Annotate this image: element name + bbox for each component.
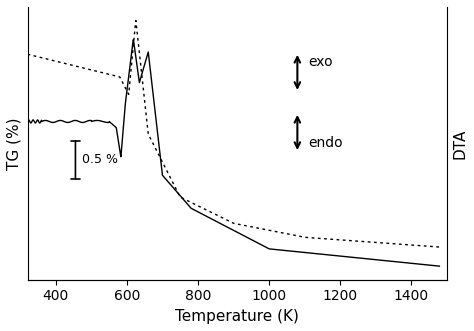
Y-axis label: TG (%): TG (%) — [7, 117, 22, 169]
Text: endo: endo — [308, 136, 343, 150]
Text: 0.5 %: 0.5 % — [82, 153, 118, 166]
X-axis label: Temperature (K): Temperature (K) — [175, 309, 299, 324]
Text: exo: exo — [308, 55, 333, 69]
Y-axis label: DTA: DTA — [452, 128, 467, 159]
